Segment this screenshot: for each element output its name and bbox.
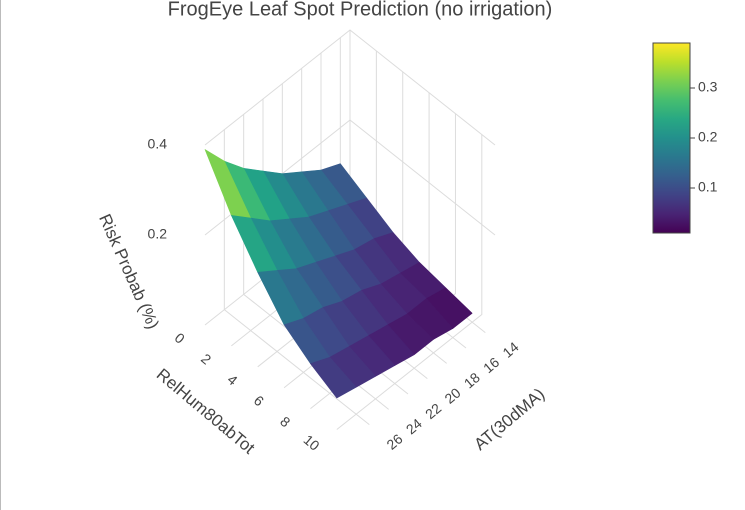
colorbar-tick-label: 0.2 (698, 129, 718, 145)
x-tick-label: 2 (198, 350, 214, 367)
colorbar-tick-label: 0.1 (698, 179, 718, 195)
y-tick-label: 16 (480, 354, 502, 376)
x-axis-title: RelHum80abTot (153, 365, 259, 458)
x-tick-label: 10 (301, 431, 323, 453)
surface-patch (310, 357, 357, 399)
grid-line (336, 134, 483, 430)
z-tick-label: 0.2 (148, 226, 168, 242)
y-tick-label: 20 (441, 384, 463, 406)
x-tick-label: 4 (224, 371, 240, 388)
y-tick-label: 14 (499, 338, 521, 360)
colorbar (652, 42, 691, 234)
y-tick-label: 22 (422, 400, 444, 422)
y-tick-label: 26 (383, 430, 405, 452)
y-axis-title: AT(30dMA) (470, 384, 548, 454)
x-tick-label: 8 (277, 413, 293, 430)
colorbar-tick-label: 0.3 (698, 79, 718, 95)
z-tick-label: 0.4 (148, 136, 168, 152)
y-tick-label: 24 (403, 415, 425, 437)
chart-title: FrogEye Leaf Spot Prediction (no irrigat… (168, 0, 553, 20)
y-tick-label: 18 (461, 369, 483, 391)
x-tick-label: 0 (172, 329, 188, 346)
x-tick-label: 6 (251, 392, 267, 409)
